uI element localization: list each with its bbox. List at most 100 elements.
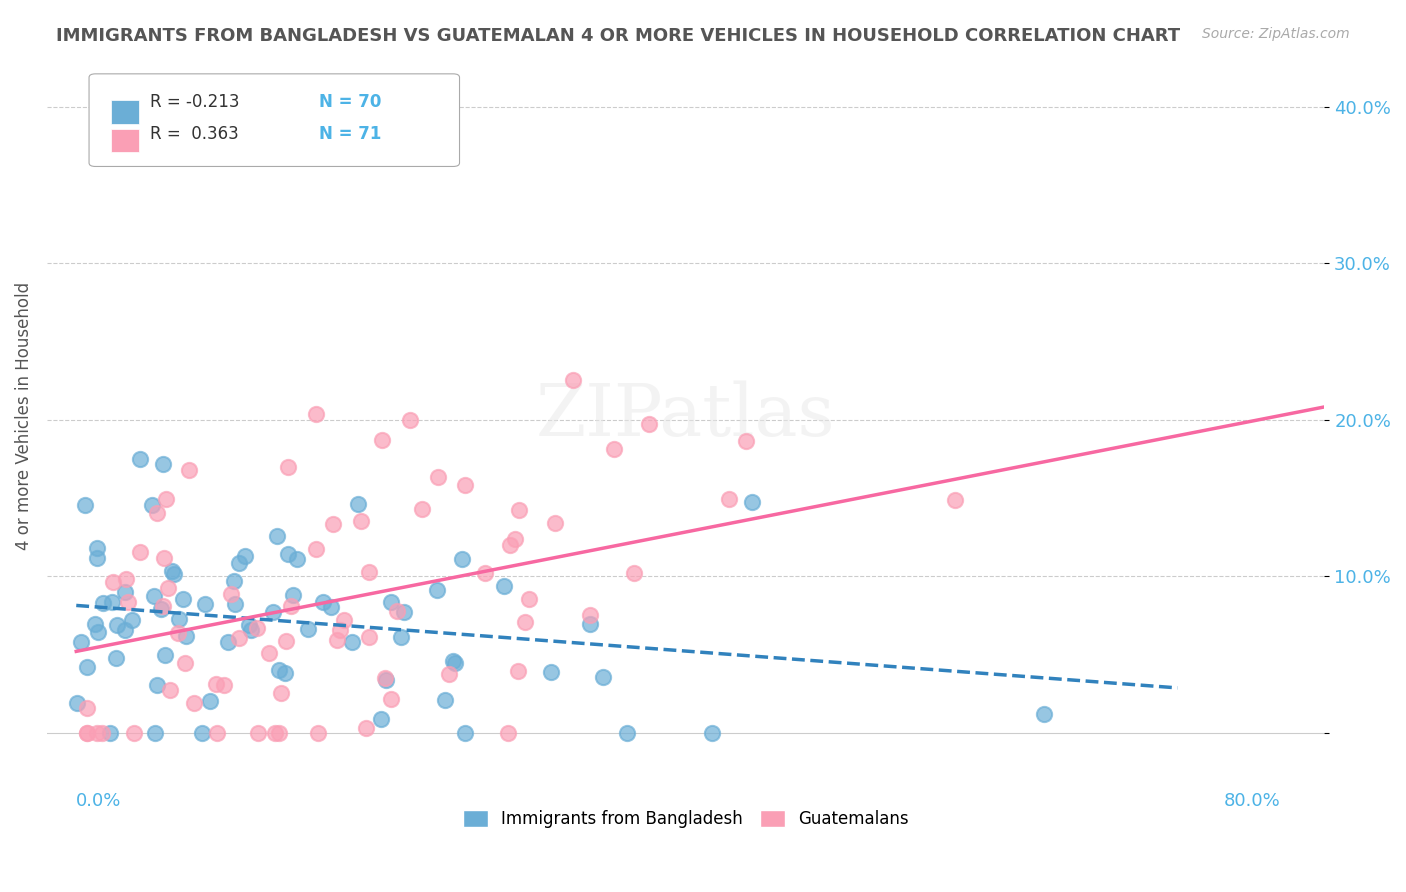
Point xyxy=(280,599,302,614)
Point xyxy=(342,635,364,649)
Point xyxy=(205,726,228,740)
Point xyxy=(246,621,269,635)
Point xyxy=(399,412,422,426)
Text: N = 71: N = 71 xyxy=(319,126,381,144)
Point xyxy=(115,572,138,586)
Point xyxy=(319,600,342,615)
Point xyxy=(305,407,328,421)
Point xyxy=(266,529,288,543)
Point xyxy=(350,515,373,529)
Point xyxy=(616,726,638,740)
Point xyxy=(312,594,335,608)
Point xyxy=(496,726,519,740)
Point xyxy=(149,602,172,616)
Point xyxy=(734,434,756,448)
Point xyxy=(297,622,319,636)
Point xyxy=(172,592,194,607)
Point xyxy=(578,608,600,623)
FancyBboxPatch shape xyxy=(89,74,460,167)
Point xyxy=(329,624,352,638)
Point xyxy=(224,598,246,612)
Point xyxy=(162,566,184,581)
Point xyxy=(602,442,624,457)
Point xyxy=(70,635,93,649)
Point xyxy=(145,678,167,692)
Text: 80.0%: 80.0% xyxy=(1223,792,1281,811)
Point xyxy=(145,506,167,520)
Point xyxy=(121,613,143,627)
Point xyxy=(411,501,433,516)
Point xyxy=(101,574,124,589)
Point xyxy=(228,631,250,645)
Point xyxy=(277,460,299,475)
Point xyxy=(389,630,412,644)
Point xyxy=(153,648,176,662)
Point xyxy=(155,491,177,506)
Point xyxy=(86,541,108,555)
Point xyxy=(370,712,392,726)
Point xyxy=(562,374,585,388)
Point xyxy=(129,451,152,466)
Point xyxy=(152,457,174,471)
Point xyxy=(86,551,108,566)
Point xyxy=(702,726,724,740)
Point xyxy=(104,650,127,665)
Point xyxy=(219,587,242,601)
Point xyxy=(1032,706,1054,721)
Point xyxy=(75,498,97,512)
Text: Source: ZipAtlas.com: Source: ZipAtlas.com xyxy=(1202,27,1350,41)
Point xyxy=(262,605,284,619)
Point xyxy=(347,497,370,511)
Point xyxy=(159,683,181,698)
Point xyxy=(508,503,530,517)
Point xyxy=(474,566,496,580)
Text: IMMIGRANTS FROM BANGLADESH VS GUATEMALAN 4 OR MORE VEHICLES IN HOUSEHOLD CORRELA: IMMIGRANTS FROM BANGLADESH VS GUATEMALAN… xyxy=(56,27,1181,45)
Point xyxy=(426,469,449,483)
Point xyxy=(499,538,522,552)
Point xyxy=(257,646,280,660)
Legend: Immigrants from Bangladesh, Guatemalans: Immigrants from Bangladesh, Guatemalans xyxy=(456,804,915,835)
Text: N = 70: N = 70 xyxy=(319,94,381,112)
Text: R = -0.213: R = -0.213 xyxy=(150,94,240,112)
Point xyxy=(114,624,136,638)
Point xyxy=(76,726,98,740)
Point xyxy=(741,495,763,509)
Point xyxy=(153,550,176,565)
Point xyxy=(128,545,150,559)
Point xyxy=(142,589,165,603)
Point xyxy=(326,633,349,648)
Point xyxy=(441,654,464,668)
Point xyxy=(454,477,477,491)
Point xyxy=(122,726,145,740)
Point xyxy=(503,533,526,547)
Point xyxy=(190,726,212,740)
Y-axis label: 4 or more Vehicles in Household: 4 or more Vehicles in Household xyxy=(15,282,32,549)
Point xyxy=(66,696,89,710)
Text: 0.0%: 0.0% xyxy=(76,792,122,811)
Point xyxy=(86,726,108,740)
Point xyxy=(426,582,449,597)
Point xyxy=(157,582,180,596)
Point xyxy=(380,595,402,609)
Point xyxy=(177,463,200,477)
Point xyxy=(592,669,614,683)
Point xyxy=(166,625,188,640)
Text: R =  0.363: R = 0.363 xyxy=(150,126,239,144)
Point xyxy=(270,686,292,700)
Bar xyxy=(111,128,139,153)
Point xyxy=(224,574,246,588)
Point xyxy=(274,666,297,681)
Point xyxy=(385,604,408,618)
Point xyxy=(114,585,136,599)
Point xyxy=(174,629,197,643)
Point xyxy=(87,624,110,639)
Point xyxy=(276,634,298,648)
Point xyxy=(143,726,166,740)
Point xyxy=(308,726,330,740)
Point xyxy=(228,556,250,570)
Point xyxy=(91,596,114,610)
Point xyxy=(277,547,299,561)
Point xyxy=(454,726,477,740)
Point xyxy=(83,617,105,632)
Point xyxy=(380,691,402,706)
